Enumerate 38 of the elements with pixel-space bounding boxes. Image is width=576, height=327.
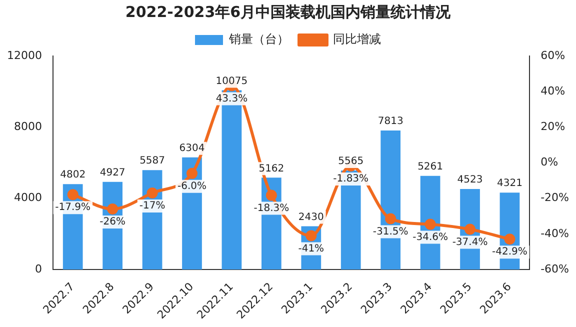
data-label: 43.3%	[216, 93, 248, 104]
y2-tick-label: -60%	[540, 262, 570, 276]
data-label: -26%	[100, 216, 126, 228]
data-label: -37.4%	[452, 236, 488, 248]
data-label: -31.5%	[372, 226, 408, 238]
y-tick-label: 0	[34, 262, 42, 276]
data-label: 6304	[179, 142, 205, 154]
data-label: -18.3%	[254, 202, 290, 214]
y2-tick-label: 40%	[540, 84, 566, 98]
data-label: 7813	[378, 116, 404, 128]
data-label: 4927	[100, 167, 126, 178]
chart-title: 2022-2023年6月中国装载机国内销量统计情况	[125, 2, 452, 21]
data-label: -6.0%	[177, 181, 207, 192]
y2-tick-label: 0%	[540, 156, 558, 169]
y-tick-label: 8000	[14, 120, 42, 134]
y2-tick-label: -20%	[540, 191, 570, 204]
data-label: -41%	[298, 243, 324, 254]
data-label: -34.6%	[412, 232, 448, 243]
data-label: 10075	[216, 76, 248, 87]
y2-tick-label: -40%	[540, 226, 570, 240]
data-label: -42.9%	[492, 246, 528, 258]
y2-tick-label: 60%	[540, 48, 566, 62]
data-label: -17%	[139, 200, 166, 212]
y-tick-label: 4000	[14, 191, 42, 204]
data-label: 5261	[418, 161, 444, 172]
y-tick-label: 12000	[6, 48, 42, 62]
data-label: -17.9%	[55, 202, 91, 214]
data-label: 4802	[60, 170, 86, 181]
y2-tick-label: 20%	[540, 120, 566, 134]
data-label: 5162	[258, 163, 284, 174]
data-label: 4321	[496, 178, 522, 190]
data-label: 4523	[457, 174, 483, 186]
legend-label: 同比增减	[333, 32, 381, 46]
data-label: 2430	[298, 212, 324, 223]
data-label: -1.83%	[333, 174, 369, 185]
legend-label: 销量（台）	[228, 32, 289, 46]
data-label: 5587	[140, 156, 166, 167]
data-label: 5565	[338, 156, 364, 168]
